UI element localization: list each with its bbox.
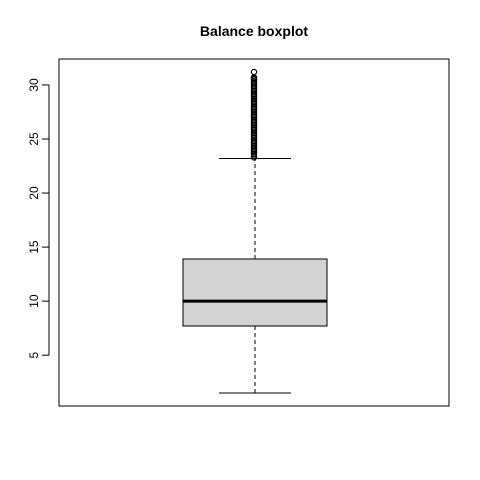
iqr-box (182, 258, 328, 327)
plot-frame (58, 58, 450, 407)
box-group (182, 157, 328, 394)
outlier-group (250, 68, 258, 161)
outlier-point (250, 68, 258, 76)
y-tick-label: 5 (27, 352, 41, 359)
y-tick-label: 25 (27, 132, 41, 146)
y-tick-label: 30 (27, 78, 41, 92)
chart-title: Balance boxplot (200, 23, 308, 39)
y-tick-label: 10 (27, 294, 41, 308)
y-tick-label: 15 (27, 240, 41, 254)
y-tick-label: 20 (27, 186, 41, 200)
y-axis: 5 10 15 20 25 30 (27, 78, 50, 359)
